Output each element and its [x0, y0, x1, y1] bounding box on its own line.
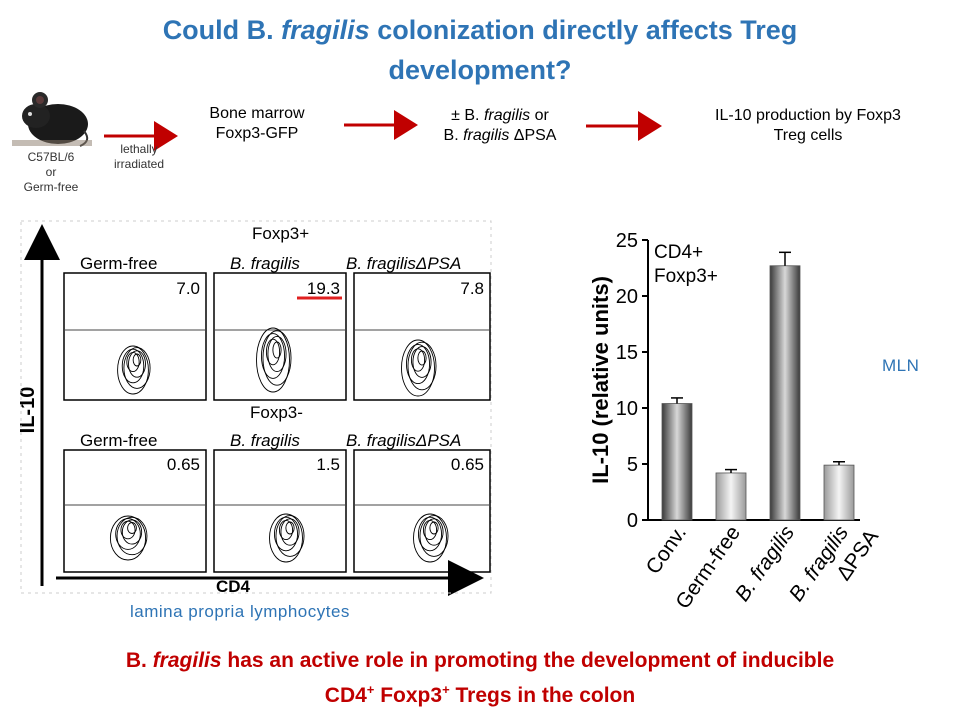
contour-ring [272, 341, 282, 359]
flow-cytometry-panel: IL-10 CD4 Foxp3+ Foxp3- Germ-free B. fra… [20, 220, 492, 596]
col-name: B. fragilis [230, 431, 300, 450]
contour-ring [418, 516, 443, 552]
contour-ring [278, 519, 294, 541]
y-tick-label: 10 [616, 398, 638, 420]
gate-value: 7.0 [176, 279, 200, 298]
contour-ring [115, 518, 141, 550]
slide-title: Could B. fragilis colonization directly … [162, 15, 798, 85]
col-name: Germ-free [80, 431, 157, 450]
contour-ring [260, 333, 285, 379]
bar [823, 464, 855, 521]
contour-plots [109, 327, 449, 563]
contour-ring [265, 338, 281, 366]
flow-arrows [104, 110, 662, 151]
col-name: Germ-free [80, 254, 157, 273]
row-label-foxp3-neg: Foxp3- [250, 403, 303, 422]
contour-ring [262, 330, 292, 386]
y-tick-label: 5 [627, 454, 638, 476]
contour-ring [429, 521, 439, 535]
conclusion-text: B. fragilis has an active role in promot… [125, 649, 835, 707]
y-tick-label: 15 [616, 342, 638, 364]
step-bone-marrow: Bone marrow Foxp3-GFP [209, 105, 305, 142]
contour-ring [280, 518, 300, 546]
gate-value: 0.65 [451, 455, 484, 474]
plot-boxes-top [63, 272, 491, 573]
mln-label: MLN [882, 356, 920, 375]
col-name: B. fragilis [230, 254, 300, 273]
x-tick-label: Conv. [642, 522, 691, 579]
contour-ring [412, 346, 432, 378]
chart-annotation: Foxp3+ [654, 266, 718, 287]
contour-ring [127, 522, 137, 534]
row-label-foxp3-pos: Foxp3+ [252, 224, 309, 243]
gate-value: 1.5 [316, 455, 340, 474]
gate-value: 0.65 [167, 455, 200, 474]
bar [661, 403, 693, 521]
contour-ring [406, 343, 431, 385]
contour-ring [256, 327, 290, 393]
contour-ring [126, 351, 140, 373]
gate-value: 7.8 [460, 279, 484, 298]
contour-ring [128, 350, 146, 378]
il10-bar-chart: 0 5 10 15 20 25 IL-10 (relative units) CD4+ Foxp… [588, 230, 883, 613]
chart-annotation: CD4+ [654, 242, 703, 263]
gate-value: 19.3 [307, 279, 340, 298]
x-axis-label: CD4 [216, 577, 251, 596]
contour-ring [117, 345, 149, 395]
mouse-label: C57BL/6 or Germ-free [23, 150, 79, 194]
contour-ring [109, 515, 147, 561]
contour-ring [401, 339, 435, 397]
y-axis-label: IL-10 (relative units) [588, 276, 613, 484]
col-name: B. fragilisΔPSA [346, 431, 461, 450]
step-readout: IL-10 production by Foxp3 Treg cells [715, 107, 901, 144]
contour-ring [121, 348, 145, 384]
contour-ring [132, 353, 142, 367]
contour-ring [121, 519, 143, 545]
contour-ring [120, 520, 136, 540]
contour-ring [269, 513, 303, 563]
contour-ring [275, 515, 305, 557]
irradiation-label: lethally irradiated [113, 142, 165, 171]
contour-ring [424, 518, 444, 546]
contour-ring [273, 516, 298, 552]
contour-ring [419, 515, 449, 557]
bar [715, 472, 747, 521]
contour-ring [285, 521, 295, 535]
contour-ring [267, 335, 287, 373]
col-name: B. fragilisΔPSA [346, 254, 461, 273]
contour-ring [417, 350, 427, 366]
step-colonization: ± B. fragilis or B. fragilis ΔPSA [443, 107, 557, 144]
contour-ring [116, 516, 148, 556]
y-tick-label: 20 [616, 286, 638, 308]
mouse-icon [12, 92, 92, 147]
y-tick-label: 25 [616, 230, 638, 252]
contour-ring [422, 519, 438, 541]
contour-ring [413, 513, 447, 563]
panel-caption: lamina propria lymphocytes [130, 602, 350, 621]
bar [769, 265, 801, 521]
y-axis-label: IL-10 [20, 387, 39, 434]
contour-ring [410, 348, 426, 372]
contour-ring [123, 347, 151, 389]
y-tick-label: 0 [627, 510, 638, 532]
contour-ring [407, 341, 437, 391]
